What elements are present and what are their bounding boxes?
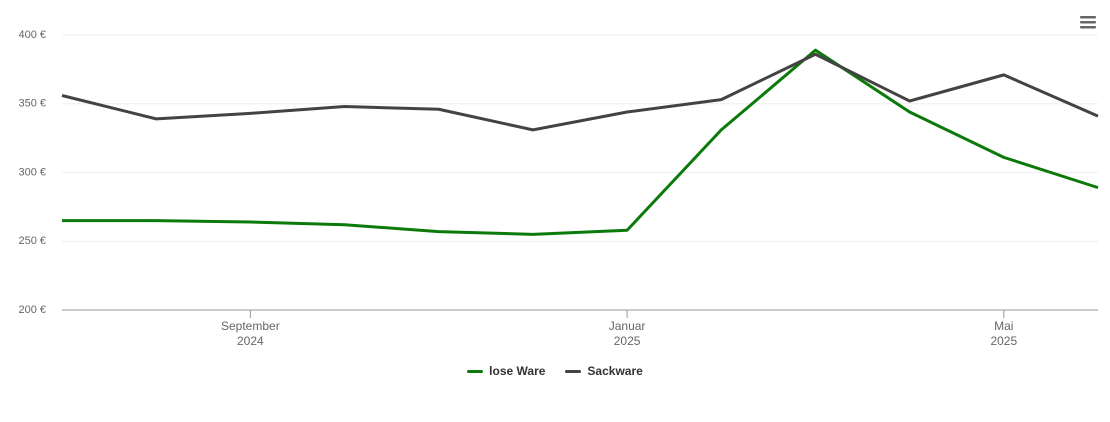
x-tick-label: September 2024 (221, 319, 280, 348)
series-line (62, 48, 1099, 236)
menu-icon[interactable] (1080, 16, 1096, 29)
menu-bar[interactable] (1080, 16, 1096, 19)
legend-label: Sackware (587, 364, 643, 378)
y-tick-label: 200 € (18, 304, 46, 316)
series-line (61, 52, 1099, 132)
legend: lose Ware Sackware (0, 364, 1110, 378)
y-tick-label: 300 € (18, 166, 46, 178)
x-tick-label: Januar 2025 (608, 319, 646, 348)
legend-swatch (565, 369, 582, 373)
y-tick-label: 400 € (18, 29, 46, 41)
legend-swatch (467, 369, 484, 373)
menu-bar[interactable] (1080, 26, 1096, 29)
legend-label: lose Ware (489, 364, 546, 378)
y-tick-label: 350 € (18, 98, 46, 110)
menu-bar[interactable] (1080, 21, 1096, 24)
legend-item[interactable]: lose Ware (467, 364, 545, 378)
x-tick-label: Mai 2025 (990, 319, 1018, 348)
legend-item[interactable]: Sackware (565, 364, 643, 378)
y-tick-label: 250 € (18, 235, 46, 247)
